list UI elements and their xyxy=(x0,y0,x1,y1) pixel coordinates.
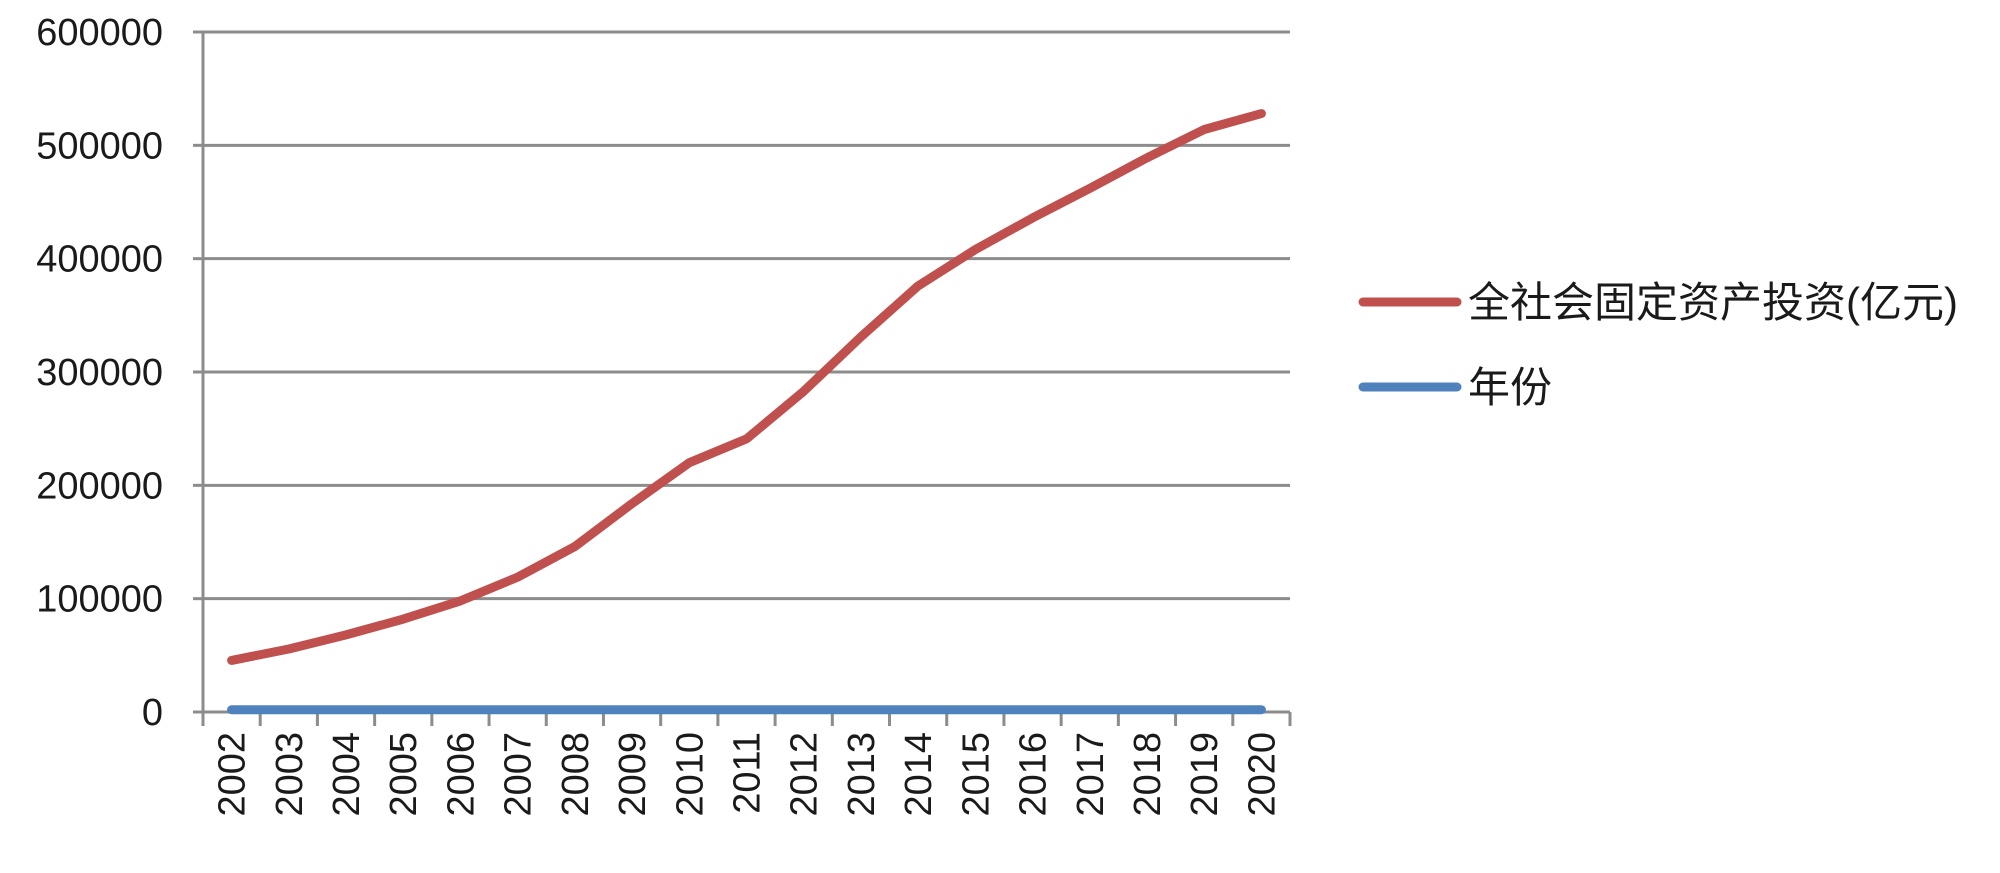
x-tick-label: 2019 xyxy=(1184,732,1226,817)
x-tick-label: 2005 xyxy=(383,732,425,817)
series-line-1 xyxy=(227,109,1266,665)
legend-label-2: 年份 xyxy=(1468,364,1552,411)
x-tick-label: 2014 xyxy=(898,732,940,817)
x-tick-label: 2009 xyxy=(612,732,654,817)
x-tick-label: 2003 xyxy=(269,732,311,817)
axes xyxy=(193,30,1292,726)
x-tick-label: 2018 xyxy=(1127,732,1169,817)
x-tick-label: 2007 xyxy=(498,732,540,817)
x-tick-label: 2020 xyxy=(1241,732,1283,817)
x-tick-label: 2004 xyxy=(326,732,368,817)
series-lines xyxy=(227,109,1266,715)
y-tick-label: 400000 xyxy=(36,239,163,281)
y-tick-label: 200000 xyxy=(36,465,163,507)
legend-label-1: 全社会固定资产投资(亿元) xyxy=(1468,279,1958,326)
x-tick-label: 2012 xyxy=(784,732,826,817)
x-tick-label: 2006 xyxy=(440,732,482,817)
y-tick-label: 100000 xyxy=(36,579,163,621)
y-tick-label: 500000 xyxy=(36,125,163,167)
x-tick-labels: 2002 2003 2004 2005 2006 2007 2008 2009 2010 2011… xyxy=(212,732,1284,817)
x-tick-label: 2013 xyxy=(841,732,883,817)
y-tick-labels: 0 100000 200000 300000 400000 500000 600000 xyxy=(36,12,163,734)
x-tick-label: 2010 xyxy=(669,732,711,817)
x-tick-label: 2015 xyxy=(955,732,997,817)
x-tick-label: 2016 xyxy=(1013,732,1055,817)
grid-lines xyxy=(203,30,1290,601)
y-tick-label: 600000 xyxy=(36,12,163,54)
x-tick-label: 2002 xyxy=(212,732,254,817)
y-tick-label: 0 xyxy=(142,692,163,734)
legend: 全社会固定资产投资(亿元) 年份 xyxy=(1358,279,1958,411)
x-tick-label: 2017 xyxy=(1070,732,1112,817)
y-tick-label: 300000 xyxy=(36,352,163,394)
x-tick-label: 2008 xyxy=(555,732,597,817)
x-tick-label: 2011 xyxy=(727,732,769,814)
